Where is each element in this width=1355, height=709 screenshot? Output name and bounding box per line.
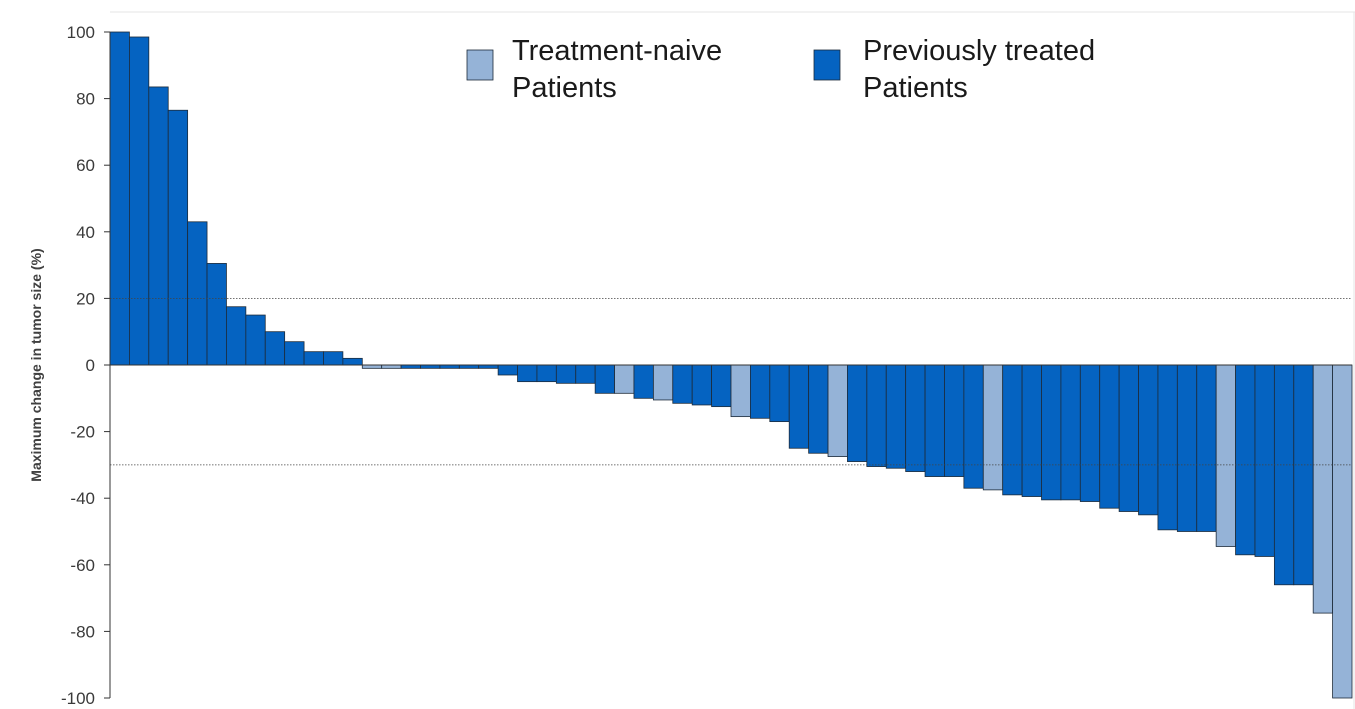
bar-previously-treated — [1041, 364, 1062, 501]
y-tick-label: -40 — [70, 489, 95, 508]
bars-group — [109, 31, 1353, 699]
bar-previously-treated — [323, 351, 344, 366]
y-tick-label: 100 — [67, 23, 95, 42]
bar-previously-treated — [1060, 364, 1081, 501]
bar-previously-treated — [1235, 364, 1256, 556]
bar-previously-treated — [750, 364, 771, 419]
y-axis-title: Maximum change in tumor size (%) — [28, 248, 44, 481]
legend-swatch-treatment-naive — [466, 49, 494, 81]
bar-previously-treated — [206, 263, 227, 366]
legend-label: Previously treated — [863, 35, 1095, 67]
bar-previously-treated — [769, 364, 790, 423]
bar-previously-treated — [866, 364, 887, 467]
bar-treatment-naive — [827, 364, 848, 457]
bar-previously-treated — [284, 341, 305, 366]
y-tick-label: 20 — [76, 289, 95, 308]
bar-previously-treated — [226, 306, 247, 366]
bar-treatment-naive — [652, 364, 674, 401]
y-tick-label: 40 — [76, 223, 95, 242]
bar-previously-treated — [788, 364, 810, 449]
bar-previously-treated — [847, 364, 868, 462]
bar-previously-treated — [148, 86, 169, 366]
bar-previously-treated — [303, 351, 324, 366]
y-tick-label: -80 — [70, 622, 95, 641]
bar-previously-treated — [924, 364, 945, 477]
legend-label: Patients — [512, 72, 617, 104]
bar-treatment-naive — [982, 364, 1004, 491]
bar-treatment-naive — [614, 364, 635, 394]
bar-previously-treated — [129, 36, 150, 366]
bar-previously-treated — [575, 364, 596, 384]
bar-previously-treated — [536, 364, 557, 383]
bar-previously-treated — [109, 31, 130, 366]
bar-treatment-naive — [730, 364, 751, 418]
bar-previously-treated — [245, 314, 266, 366]
y-tick-label: -60 — [70, 556, 95, 575]
legend: Treatment-naive Patients Previously treate… — [466, 35, 1095, 104]
bar-previously-treated — [517, 364, 538, 383]
bar-previously-treated — [691, 364, 713, 406]
bar-previously-treated — [1118, 364, 1139, 512]
bar-treatment-naive — [1312, 364, 1333, 614]
bar-previously-treated — [711, 364, 732, 408]
bar-previously-treated — [1254, 364, 1275, 557]
bar-previously-treated — [672, 364, 693, 404]
bar-treatment-naive — [1215, 364, 1236, 547]
bar-previously-treated — [1157, 364, 1178, 531]
bar-previously-treated — [1002, 364, 1023, 496]
y-tick-label: 0 — [86, 356, 95, 375]
bar-previously-treated — [633, 364, 654, 399]
bar-previously-treated — [905, 364, 926, 472]
y-axis: 100 80 60 40 20 0 -20 -40 -60 -80 -100 — [61, 23, 1352, 708]
bar-previously-treated — [1196, 364, 1217, 532]
legend-label: Treatment-naive — [512, 35, 722, 67]
bar-previously-treated — [808, 364, 829, 454]
bar-previously-treated — [497, 364, 518, 376]
bar-treatment-naive — [1332, 364, 1353, 699]
bar-previously-treated — [963, 364, 984, 489]
bar-previously-treated — [555, 364, 577, 384]
bar-previously-treated — [1273, 364, 1295, 586]
bar-previously-treated — [1079, 364, 1101, 502]
y-tick-label: 80 — [76, 90, 95, 109]
bar-previously-treated — [167, 109, 189, 366]
legend-swatch-previously-treated — [813, 49, 841, 81]
bar-previously-treated — [1099, 364, 1120, 509]
bar-previously-treated — [1176, 364, 1198, 532]
bar-previously-treated — [944, 364, 965, 477]
bar-previously-treated — [1293, 364, 1314, 586]
reference-lines — [110, 297, 1352, 466]
bar-previously-treated — [1138, 364, 1159, 516]
bar-previously-treated — [264, 331, 286, 366]
legend-label: Patients — [863, 72, 968, 104]
y-tick-label: -20 — [70, 423, 95, 442]
bar-previously-treated — [187, 221, 208, 366]
bar-previously-treated — [1021, 364, 1042, 497]
bar-previously-treated — [885, 364, 907, 469]
y-tick-label: -100 — [61, 689, 95, 708]
bar-previously-treated — [342, 357, 363, 366]
y-tick-label: 60 — [76, 156, 95, 175]
bar-previously-treated — [594, 364, 615, 394]
